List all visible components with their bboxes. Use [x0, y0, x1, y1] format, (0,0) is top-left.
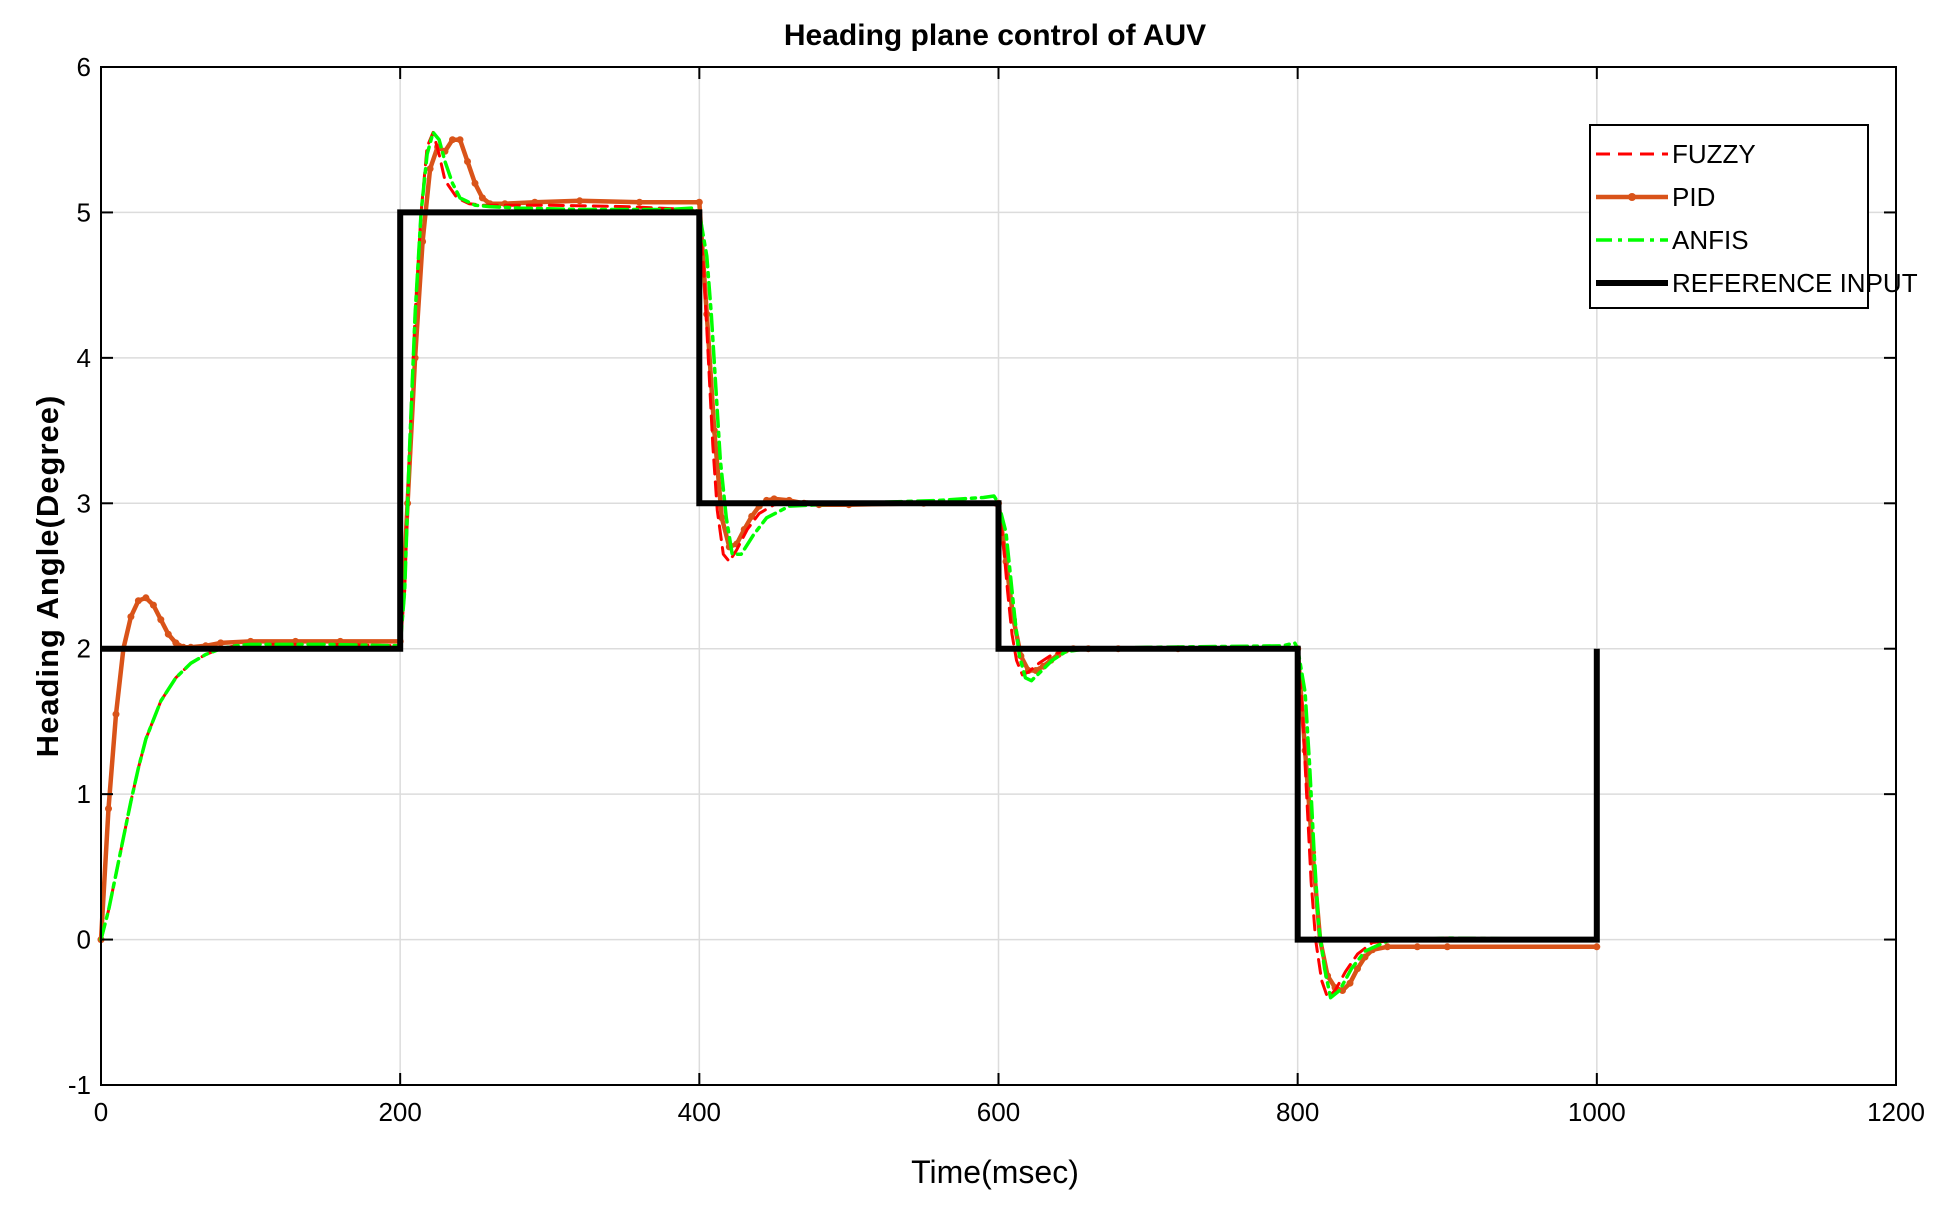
x-tick-label: 0: [94, 1097, 108, 1127]
pid-point: [449, 136, 456, 144]
x-tick-label: 400: [678, 1097, 721, 1127]
series-line-fuzzy: [99, 130, 1599, 1000]
pid-point: [636, 198, 643, 206]
pid-point: [1354, 965, 1361, 973]
legend: FUZZY PID ANFIS REFERENCE INPUT: [1589, 124, 1918, 309]
pid-point: [695, 198, 703, 206]
x-axis-label: Time(msec): [911, 1154, 1079, 1190]
pid-point: [105, 805, 112, 813]
y-tick-label: 5: [77, 197, 91, 227]
y-tick-label: 3: [77, 488, 91, 518]
legend-label: REFERENCE INPUT: [1672, 268, 1918, 298]
pid-point: [157, 616, 165, 624]
pid-point: [464, 158, 471, 165]
pid-point: [127, 613, 135, 621]
y-tick-label: 1: [77, 779, 91, 809]
y-axis-label: Heading Angle(Degree): [30, 395, 65, 758]
x-tick-label: 1000: [1568, 1097, 1626, 1127]
pid-point: [1413, 943, 1421, 951]
series-layer: [97, 130, 1601, 1000]
pid-point: [217, 639, 225, 647]
legend-marker: [1628, 193, 1636, 201]
pid-point: [456, 136, 464, 144]
y-tick-label: -1: [68, 1070, 91, 1100]
pid-point: [142, 594, 150, 602]
x-tick-label: 800: [1276, 1097, 1319, 1127]
pid-point: [748, 512, 756, 520]
series-line-reference-input: [101, 209, 1600, 943]
pid-point: [471, 179, 479, 187]
legend-box: [1589, 124, 1869, 309]
x-tick-label: 600: [977, 1097, 1020, 1127]
pid-point: [718, 514, 726, 522]
y-tick-label: 2: [77, 634, 91, 664]
pid-point: [1346, 979, 1354, 987]
pid-point: [134, 597, 142, 605]
x-tick-label: 1200: [1867, 1097, 1925, 1127]
pid-point: [576, 197, 584, 205]
y-tick-label: 0: [77, 925, 91, 955]
pid-point: [172, 639, 180, 647]
legend-label: ANFIS: [1672, 225, 1749, 255]
pid-point: [1339, 987, 1346, 994]
pid-point: [1443, 943, 1451, 951]
legend-label: FUZZY: [1672, 139, 1756, 169]
chart-title: Heading plane control of AUV: [784, 19, 1206, 52]
legend-label: PID: [1672, 182, 1715, 212]
pid-point: [112, 710, 120, 718]
y-tick-label: 4: [77, 343, 91, 373]
pid-point: [1383, 943, 1391, 951]
pid-point: [149, 601, 157, 609]
pid-point: [426, 165, 434, 173]
x-tick-label: 200: [378, 1097, 421, 1127]
pid-point: [1593, 943, 1601, 951]
pid-point: [164, 630, 172, 638]
pid-point: [478, 194, 486, 202]
y-tick-label: 6: [77, 52, 91, 82]
